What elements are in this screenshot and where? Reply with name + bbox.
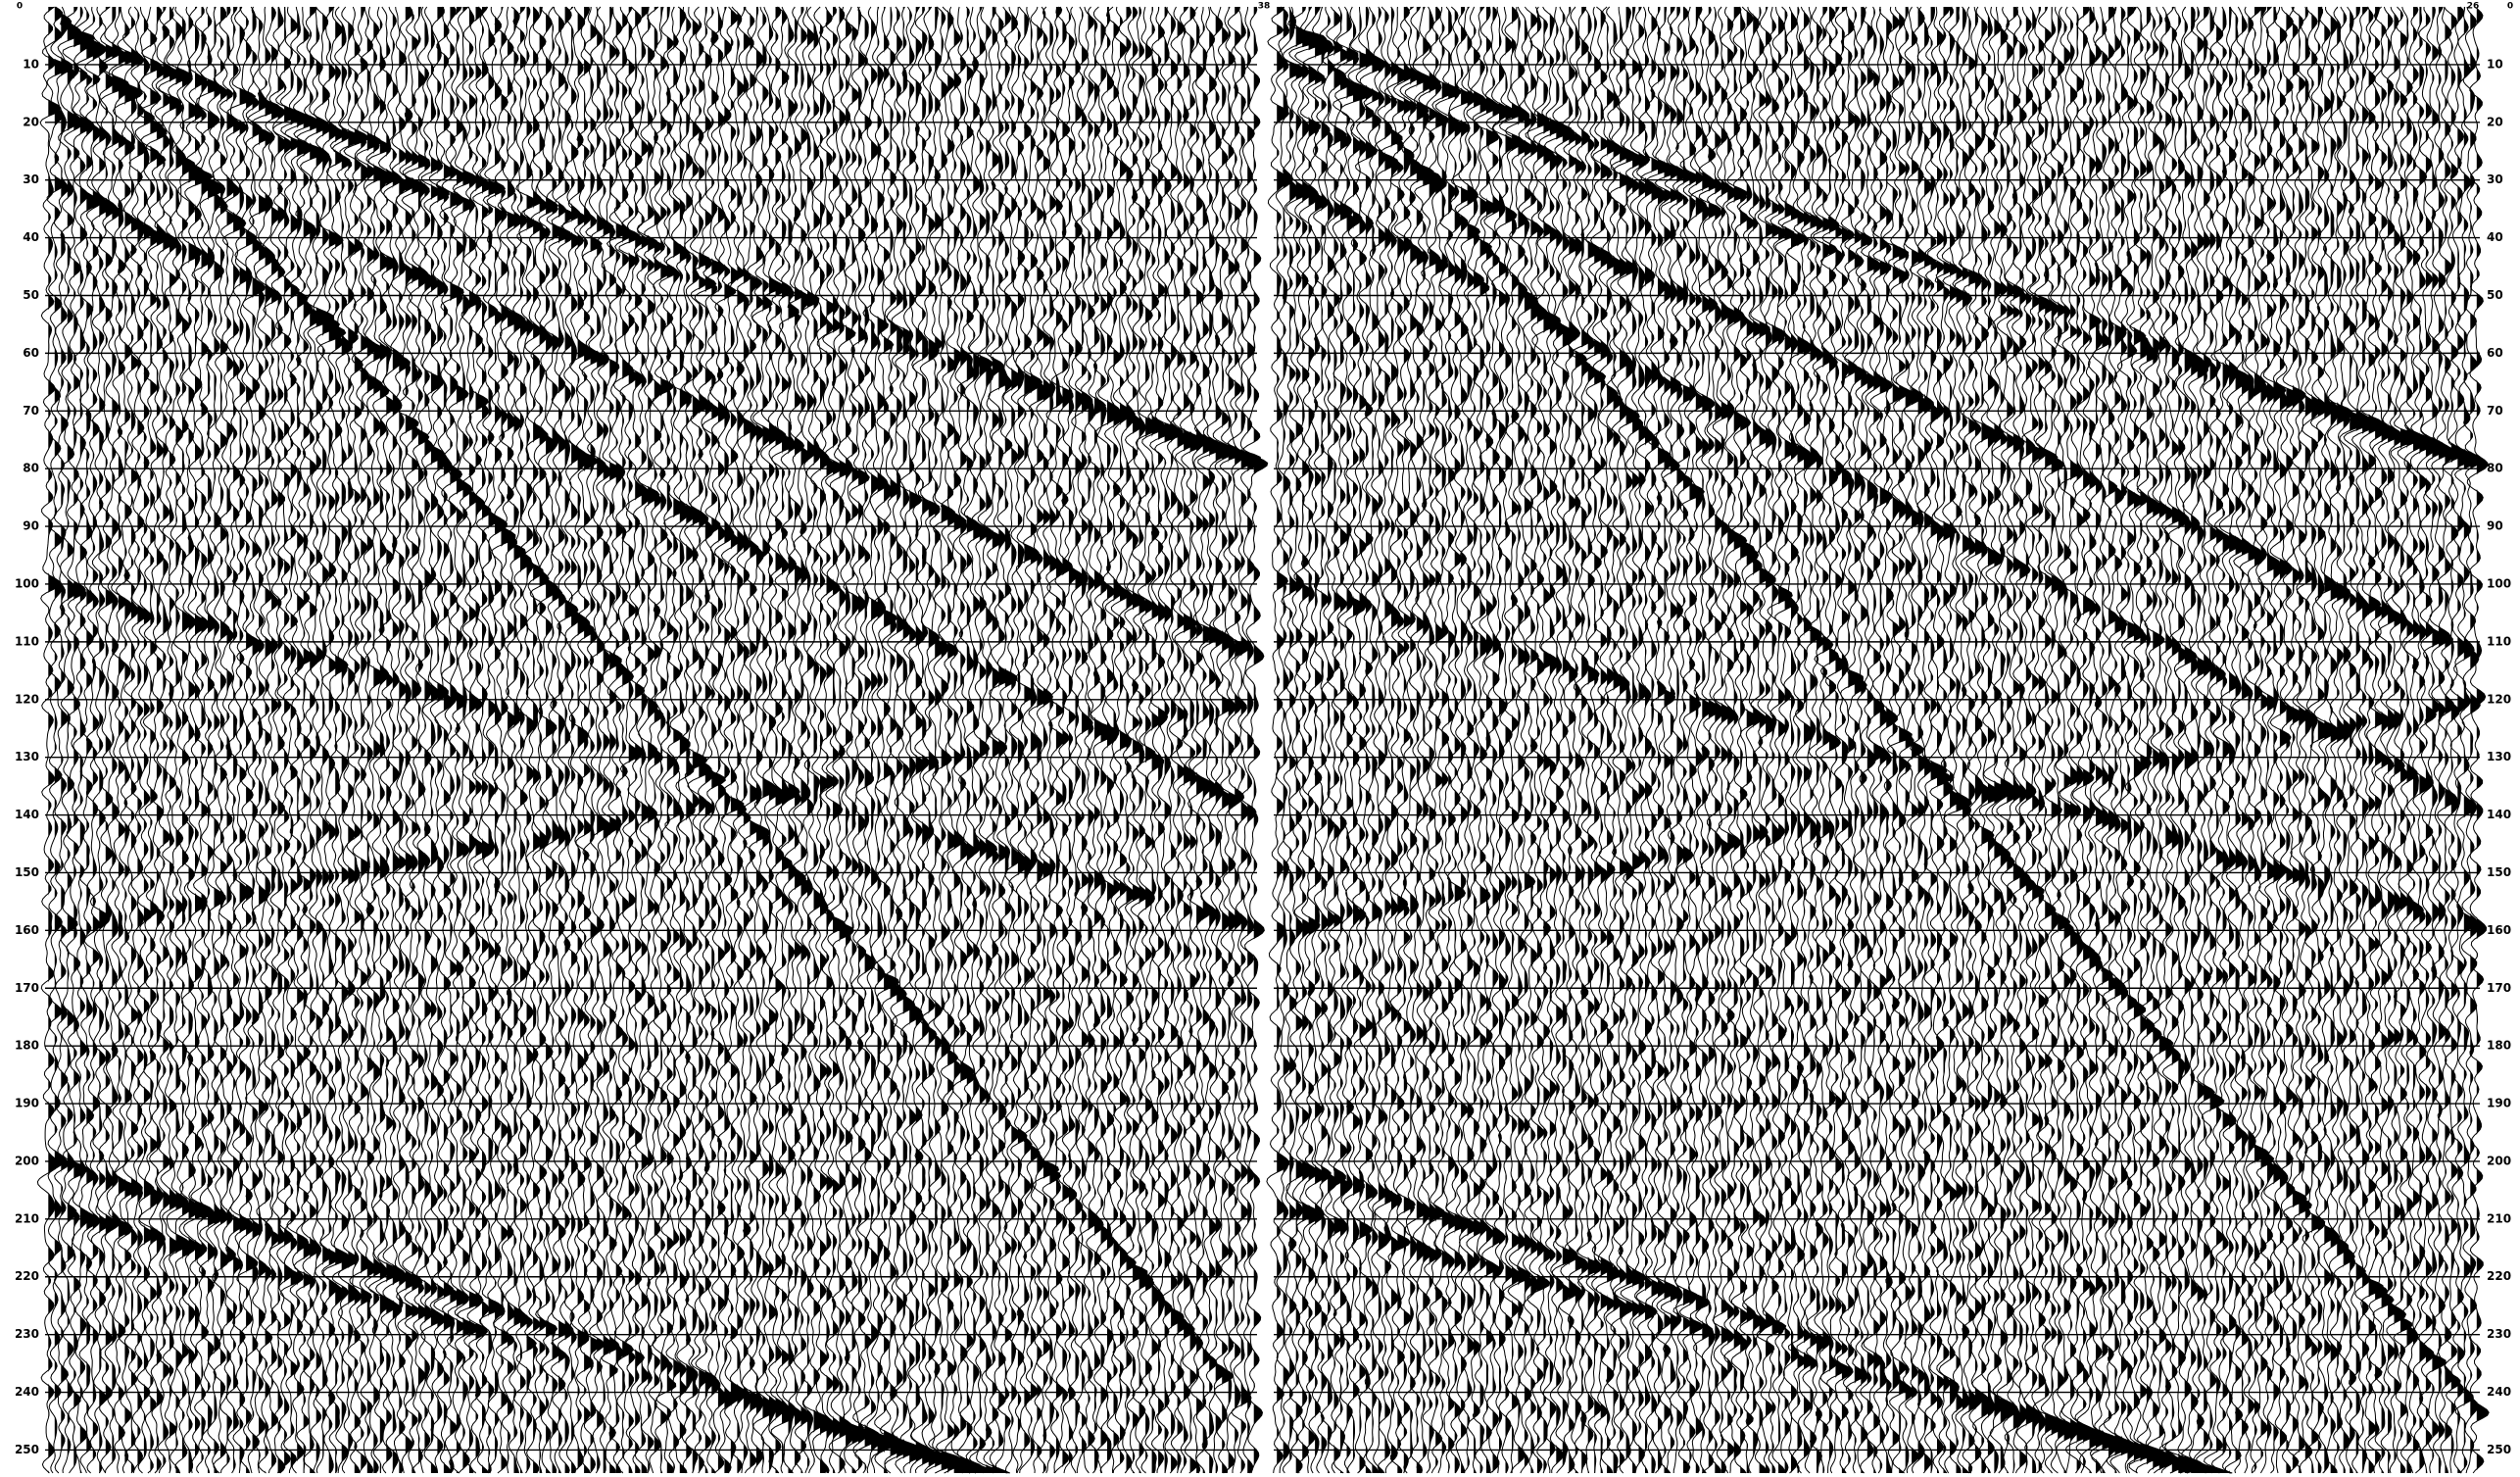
y-tick-label-right: 220 — [2487, 1269, 2511, 1283]
y-tick-label-right: 230 — [2487, 1327, 2511, 1341]
y-tick-label-right: 40 — [2487, 230, 2503, 244]
top-label: 0 — [2507, 2, 2513, 12]
y-tick-label: 90 — [23, 519, 39, 533]
y-tick-label-right: 70 — [2487, 404, 2503, 418]
y-tick-label: 50 — [23, 288, 39, 302]
y-tick-label-right: 10 — [2487, 57, 2503, 71]
y-tick-label-right: 30 — [2487, 172, 2503, 186]
y-tick-label: 160 — [15, 923, 39, 937]
y-tick-label: 70 — [23, 404, 39, 418]
y-tick-label: 10 — [23, 57, 39, 71]
y-tick-label-right: 90 — [2487, 519, 2503, 533]
y-tick-label: 60 — [23, 346, 39, 360]
y-tick-label: 140 — [15, 808, 39, 821]
y-tick-label: 170 — [15, 981, 39, 995]
y-tick-label-right: 130 — [2487, 750, 2511, 763]
page: 10 10 20 20 30 30 40 40 50 50 60 60 70 70 80 80 90 90 100 1… — [0, 0, 2520, 1477]
y-tick-label: 230 — [15, 1327, 39, 1341]
y-tick-label-right: 120 — [2487, 692, 2511, 706]
top-label: 38 — [1258, 2, 1271, 12]
y-tick-label: 120 — [15, 692, 39, 706]
y-tick-label: 200 — [15, 1154, 39, 1167]
y-tick-label-right: 240 — [2487, 1385, 2511, 1399]
y-tick-label-right: 250 — [2487, 1443, 2511, 1456]
seismic-chart: 10 10 20 20 30 30 40 40 50 50 60 60 70 70 80 80 90 90 100 1… — [0, 0, 2520, 1477]
y-tick-label-right: 210 — [2487, 1211, 2511, 1225]
y-tick-label-right: 20 — [2487, 115, 2503, 128]
y-tick-label: 210 — [15, 1211, 39, 1225]
y-tick-label: 180 — [15, 1039, 39, 1053]
y-tick-label: 190 — [15, 1097, 39, 1110]
top-label: 26 — [2467, 2, 2480, 12]
y-tick-label-right: 80 — [2487, 462, 2503, 475]
y-tick-label-right: 140 — [2487, 808, 2511, 821]
y-tick-label: 250 — [15, 1443, 39, 1456]
y-tick-label: 110 — [15, 634, 39, 648]
y-tick-label-right: 50 — [2487, 288, 2503, 302]
y-tick-label-right: 110 — [2487, 634, 2511, 648]
y-tick-label-right: 160 — [2487, 923, 2511, 937]
y-tick-label-right: 170 — [2487, 981, 2511, 995]
y-tick-label: 40 — [23, 230, 39, 244]
y-tick-label: 150 — [15, 865, 39, 879]
y-tick-label-right: 150 — [2487, 865, 2511, 879]
y-tick-label-right: 100 — [2487, 576, 2511, 590]
y-tick-label: 130 — [15, 750, 39, 763]
top-label: 0 — [17, 2, 23, 12]
y-tick-label-right: 190 — [2487, 1097, 2511, 1110]
y-tick-label: 20 — [23, 115, 39, 128]
y-tick-label-right: 60 — [2487, 346, 2503, 360]
y-tick-label: 240 — [15, 1385, 39, 1399]
y-tick-label-right: 180 — [2487, 1039, 2511, 1053]
y-tick-label: 100 — [15, 576, 39, 590]
y-tick-label: 80 — [23, 462, 39, 475]
y-tick-label: 220 — [15, 1269, 39, 1283]
y-tick-label: 30 — [23, 172, 39, 186]
y-tick-label-right: 200 — [2487, 1154, 2511, 1167]
